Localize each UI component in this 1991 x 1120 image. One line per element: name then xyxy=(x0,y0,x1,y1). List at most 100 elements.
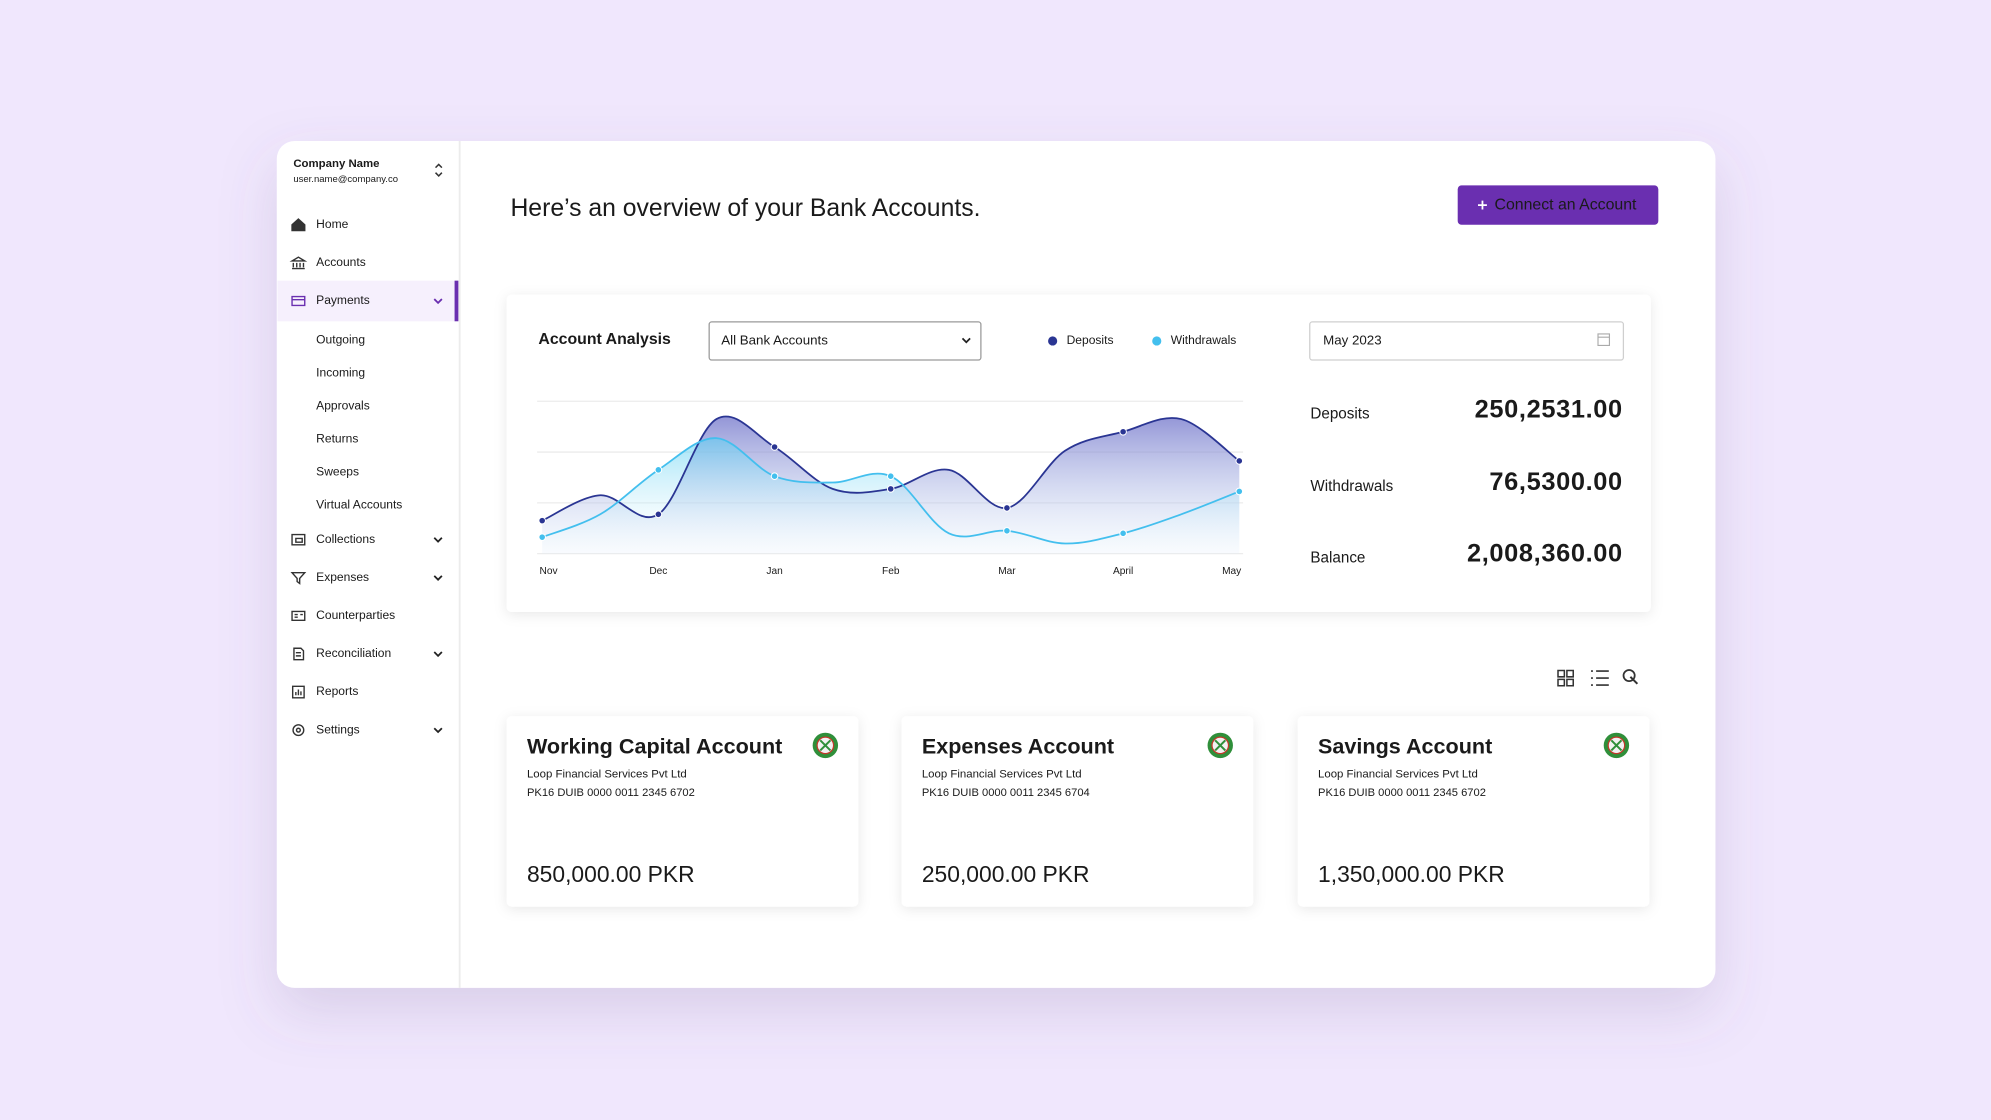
gear-center xyxy=(295,727,301,733)
chevron-icon xyxy=(961,337,971,344)
data-point xyxy=(1235,487,1244,496)
nav-icon xyxy=(291,610,306,622)
account-balance: 250,000.00 PKR xyxy=(922,861,1090,887)
data-point xyxy=(654,466,663,474)
x-tick-label: April xyxy=(1113,566,1133,577)
stat-value: 76,5300.00 xyxy=(1489,468,1622,496)
date-picker[interactable] xyxy=(1309,321,1625,361)
company-name: Company Name xyxy=(293,158,379,170)
gear-icon xyxy=(292,724,305,737)
nav-item[interactable]: Counterparties xyxy=(316,608,395,622)
data-point xyxy=(770,443,779,451)
dropdown-value: All Bank Accounts xyxy=(721,332,828,347)
legend-label: Deposits xyxy=(1067,333,1114,347)
account-card[interactable] xyxy=(506,716,859,907)
nav-item[interactable]: Payments xyxy=(316,293,370,307)
account-iban: PK16 DUIB 0000 0011 2345 6702 xyxy=(1318,787,1486,799)
report-icon xyxy=(291,685,305,699)
list-view-icon[interactable] xyxy=(1591,670,1609,686)
plus-icon xyxy=(1478,200,1487,210)
bank-name: Loop Financial Services Pvt Ltd xyxy=(1318,769,1478,781)
nav-icon xyxy=(291,533,306,546)
sub-nav-item[interactable]: Returns xyxy=(316,432,358,446)
x-tick-label: Dec xyxy=(649,566,667,577)
data-point xyxy=(654,510,663,519)
legend-label: Withdrawals xyxy=(1171,333,1237,347)
data-point xyxy=(1003,504,1011,512)
account-iban: PK16 DUIB 0000 0011 2345 6704 xyxy=(922,787,1090,799)
bank-logo-mark xyxy=(819,739,832,752)
x-tick-label: Mar xyxy=(998,566,1016,577)
account-dropdown[interactable] xyxy=(708,321,982,361)
stat-value: 2,008,360.00 xyxy=(1467,540,1623,568)
legend-swatch xyxy=(1152,336,1162,346)
nav-icon xyxy=(289,256,308,270)
nav-item[interactable]: Home xyxy=(316,217,348,231)
data-point xyxy=(1003,526,1011,535)
account-name: Expenses Account xyxy=(922,734,1114,759)
content: Company Name user.name@company.co Home Acco… xyxy=(277,158,1659,907)
chevron-icon xyxy=(433,727,443,734)
page-title: Here’s an overview of your Bank Accounts… xyxy=(510,195,980,222)
panel-title: Account Analysis xyxy=(538,331,671,348)
x-tick-label: May xyxy=(1222,566,1242,577)
nav-item[interactable]: Accounts xyxy=(316,255,366,269)
connect-button[interactable] xyxy=(1457,185,1659,225)
sub-nav-item[interactable]: Outgoing xyxy=(316,333,365,347)
active-nav-indicator xyxy=(454,280,459,322)
nav-item[interactable]: Reports xyxy=(316,684,358,698)
stat-value: 250,2531.00 xyxy=(1475,396,1623,424)
nav-item[interactable]: Expenses xyxy=(316,570,369,584)
switch-icon xyxy=(434,163,443,177)
area-fill xyxy=(542,438,1240,554)
search-icon[interactable] xyxy=(1629,676,1639,685)
filter-icon xyxy=(290,571,307,585)
sub-nav-item[interactable]: Virtual Accounts xyxy=(316,498,402,512)
stat-label: Deposits xyxy=(1310,406,1370,423)
search-icon-lens xyxy=(1622,669,1636,683)
bank-name: Loop Financial Services Pvt Ltd xyxy=(527,769,687,781)
collection-icon xyxy=(291,533,306,546)
account-balance: 850,000.00 PKR xyxy=(527,861,695,887)
data-point xyxy=(770,472,779,481)
account-iban: PK16 DUIB 0000 0011 2345 6702 xyxy=(527,787,695,799)
data-point xyxy=(538,516,547,525)
data-point xyxy=(1119,427,1127,436)
bank-logo-mark xyxy=(1610,739,1623,752)
home-icon xyxy=(291,218,306,232)
account-card[interactable] xyxy=(1297,716,1650,907)
nav-icon xyxy=(292,724,305,737)
nav-item[interactable]: Collections xyxy=(316,532,375,546)
nav-icon xyxy=(290,571,307,585)
calendar-icon xyxy=(1597,333,1611,346)
nav-icon xyxy=(291,218,306,232)
card-icon xyxy=(291,295,306,307)
chevron-icon xyxy=(433,537,443,543)
sub-nav-item[interactable]: Approvals xyxy=(316,399,370,413)
data-point xyxy=(1119,529,1127,538)
x-tick-label: Nov xyxy=(540,566,559,577)
nav-icon xyxy=(291,295,306,307)
chevron-icon xyxy=(433,651,443,658)
stat-label: Balance xyxy=(1310,550,1365,567)
active-nav-bg xyxy=(277,280,457,322)
grid-view-icon[interactable] xyxy=(1557,669,1575,687)
bank-name: Loop Financial Services Pvt Ltd xyxy=(922,769,1082,781)
data-point xyxy=(1235,457,1244,465)
bank-icon xyxy=(289,256,308,270)
stat-label: Withdrawals xyxy=(1310,478,1393,495)
sub-nav-item[interactable]: Sweeps xyxy=(316,465,359,479)
chevron-icon xyxy=(433,575,443,581)
data-point xyxy=(538,533,547,541)
contact-icon xyxy=(291,610,306,622)
nav-item[interactable]: Reconciliation xyxy=(316,646,391,660)
nav-icon xyxy=(293,647,305,661)
account-name: Savings Account xyxy=(1318,734,1492,759)
account-card[interactable] xyxy=(901,716,1254,907)
data-point xyxy=(886,485,895,493)
nav-item[interactable]: Settings xyxy=(316,722,360,736)
sub-nav-item[interactable]: Incoming xyxy=(316,366,365,380)
doc-icon xyxy=(293,647,305,661)
